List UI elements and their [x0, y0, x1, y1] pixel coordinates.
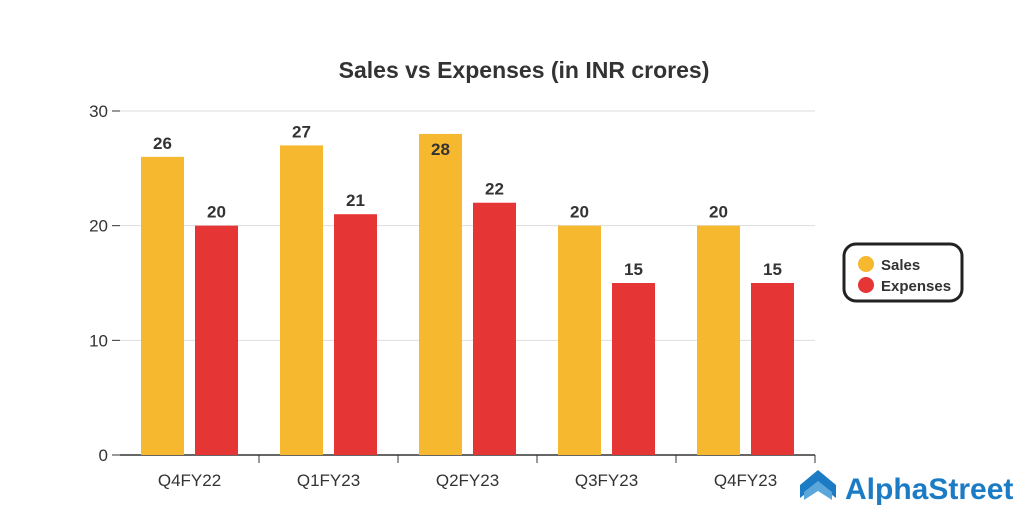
bar-expenses	[612, 283, 655, 455]
data-label: 27	[292, 122, 311, 141]
legend-label-expenses: Expenses	[881, 278, 951, 295]
bar-expenses	[473, 202, 516, 455]
data-label: 20	[207, 203, 226, 222]
logo-chevron-icon	[800, 470, 836, 500]
logo-text: AlphaStreet	[845, 473, 1013, 506]
data-label: 15	[763, 260, 782, 279]
y-tick-label: 30	[89, 102, 108, 121]
bar-expenses	[334, 214, 377, 455]
bar-sales	[280, 145, 323, 455]
y-tick-label: 0	[99, 446, 108, 465]
data-label: 20	[709, 203, 728, 222]
data-label: 22	[485, 180, 504, 199]
alphastreet-logo: AlphaStreet	[800, 470, 1013, 506]
data-label: 15	[624, 260, 643, 279]
data-label: 28	[431, 140, 450, 159]
bar-sales	[558, 225, 601, 455]
bar-sales	[419, 133, 462, 455]
legend: Sales Expenses	[842, 242, 964, 303]
x-tick-label: Q2FY23	[436, 471, 499, 490]
x-tick-label: Q3FY23	[575, 471, 638, 490]
legend-label-sales: Sales	[881, 257, 920, 274]
y-tick-label: 20	[89, 217, 108, 236]
x-tick-label: Q4FY22	[158, 471, 221, 490]
x-tick-label: Q1FY23	[297, 471, 360, 490]
bar-sales	[141, 156, 184, 455]
bar-sales	[697, 225, 740, 455]
data-label: 20	[570, 203, 589, 222]
bar-expenses	[751, 283, 794, 455]
y-tick-label: 10	[89, 331, 108, 350]
data-label: 26	[153, 134, 172, 153]
bar-expenses	[195, 225, 238, 455]
chart-title: Sales vs Expenses (in INR crores)	[339, 57, 710, 83]
x-tick-label: Q4FY23	[714, 471, 777, 490]
data-label: 21	[346, 191, 365, 210]
legend-marker-sales	[858, 256, 874, 272]
legend-marker-expenses	[858, 277, 874, 293]
